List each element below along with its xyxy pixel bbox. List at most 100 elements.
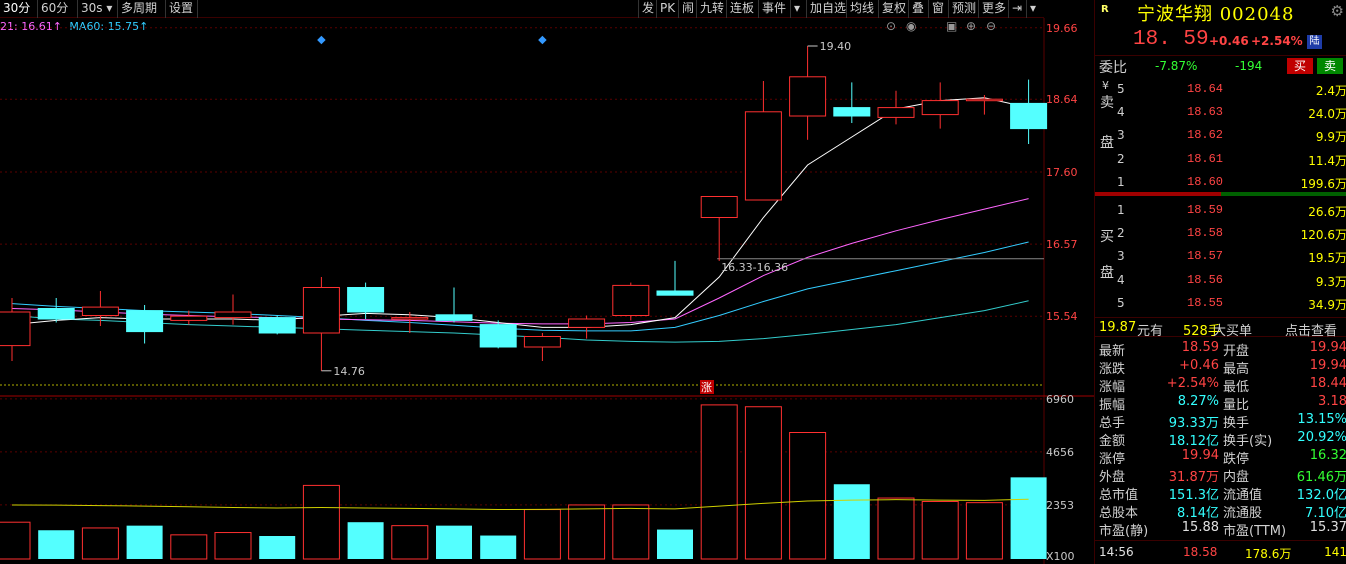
candle-body[interactable] <box>170 315 208 321</box>
candle-body[interactable] <box>523 336 561 348</box>
event-marker[interactable] <box>538 35 547 45</box>
ask-row[interactable]: 1 18.60 199.6万 <box>1117 170 1346 193</box>
volume-bar[interactable] <box>436 525 472 559</box>
big-order-row[interactable]: 19.87 元有 528手 大买单 点击查看 <box>1095 317 1346 339</box>
volume-bar[interactable] <box>81 527 119 560</box>
volume-bar[interactable] <box>833 484 870 559</box>
stats-row: 总股本 8.14亿 流通股 7.10亿 <box>1095 501 1346 521</box>
candle-body[interactable] <box>965 98 1003 102</box>
eye-icon[interactable]: ◉ <box>906 19 916 33</box>
toolbar-right-item[interactable]: 复权 <box>878 0 908 18</box>
toolbar-right-item[interactable]: 窗 <box>928 0 948 18</box>
volume-bar[interactable] <box>1010 477 1047 559</box>
candle-body[interactable] <box>391 317 429 320</box>
toolbar-right-item[interactable]: 加自选 <box>806 0 846 18</box>
candle-body[interactable] <box>744 111 782 201</box>
buy-button[interactable]: 买 <box>1287 58 1313 74</box>
zoom-in-icon[interactable]: ⊕ <box>966 19 976 33</box>
candle-body[interactable] <box>302 287 340 334</box>
limit-tag: 涨 <box>701 381 712 394</box>
candle-body[interactable] <box>347 287 385 313</box>
volume-bar[interactable] <box>657 529 693 559</box>
candle-body[interactable] <box>435 314 473 321</box>
event-marker[interactable] <box>317 35 326 45</box>
zoom-out-icon[interactable]: ⊖ <box>986 19 996 33</box>
candle-body[interactable] <box>877 107 915 118</box>
toolbar-right-item[interactable]: ⇥ <box>1008 0 1026 18</box>
toolbar-left-item[interactable]: 30分 <box>0 0 38 18</box>
toolbar-right-item[interactable]: 九转 <box>696 0 726 18</box>
candle-body[interactable] <box>921 100 959 116</box>
volume-bar[interactable] <box>877 497 915 560</box>
candle-body[interactable] <box>1010 102 1048 130</box>
toolbar-right-item[interactable]: 发 <box>638 0 656 18</box>
candle-body[interactable] <box>214 311 252 319</box>
volume-bar[interactable] <box>347 522 384 559</box>
candle-body[interactable] <box>612 284 650 316</box>
toolbar-left-item[interactable]: 设置 <box>166 0 198 18</box>
bid-row[interactable]: 5 18.55 34.9万 <box>1117 291 1346 314</box>
volume-bar[interactable] <box>523 509 561 560</box>
volume-bar[interactable] <box>480 535 517 559</box>
volume-bar[interactable] <box>965 502 1003 560</box>
ask-level: 5 <box>1117 82 1125 96</box>
bid-row[interactable]: 4 18.56 9.3万 <box>1117 268 1346 291</box>
target-icon[interactable]: ⊙ <box>886 19 896 33</box>
settings-icon[interactable]: ⚙ <box>1330 2 1344 20</box>
sell-button[interactable]: 卖 <box>1317 58 1343 74</box>
volume-bar[interactable] <box>126 525 163 559</box>
volume-bar[interactable] <box>612 504 650 560</box>
bid-row[interactable]: 1 18.59 26.6万 <box>1117 198 1346 221</box>
ask-row[interactable]: 2 18.61 11.4万 <box>1117 147 1346 170</box>
stats-row: 最新 18.59 开盘 19.94 <box>1095 339 1346 359</box>
toolbar-right-item[interactable]: 均线 <box>846 0 878 18</box>
big-order-link[interactable]: 点击查看 <box>1285 324 1338 339</box>
candle-body[interactable] <box>258 317 296 334</box>
toolbar-right-item[interactable]: 闹 <box>678 0 696 18</box>
volume-bar[interactable] <box>568 504 606 560</box>
volume-bar[interactable] <box>0 521 31 560</box>
volume-bar[interactable] <box>391 525 429 560</box>
toolbar-left-item[interactable]: 多周期 <box>118 0 166 18</box>
candle-body[interactable] <box>789 76 827 117</box>
ask-row[interactable]: 4 18.63 24.0万 <box>1117 100 1346 123</box>
bid-row[interactable]: 2 18.58 120.6万 <box>1117 221 1346 244</box>
volume-bar[interactable] <box>38 530 75 559</box>
candle-body[interactable] <box>81 306 119 317</box>
bid-row[interactable]: 3 18.57 19.5万 <box>1117 244 1346 267</box>
volume-bar[interactable] <box>921 501 959 560</box>
toolbar-right-item[interactable]: PK <box>656 0 678 18</box>
stat-label: 换手(实) <box>1223 434 1273 449</box>
lock-icon[interactable]: ▣ <box>946 19 957 33</box>
toolbar-left-item[interactable]: 60分 <box>38 0 78 18</box>
candle-body[interactable] <box>568 318 606 328</box>
candle-body[interactable] <box>479 324 517 348</box>
volume-bar[interactable] <box>789 432 827 560</box>
toolbar-right-item[interactable]: 连板 <box>726 0 758 18</box>
toolbar-right-item[interactable]: ▾ <box>790 0 806 18</box>
candle-body[interactable] <box>37 308 75 320</box>
candle-body[interactable] <box>833 107 871 117</box>
volume-bar[interactable] <box>214 532 252 560</box>
candle-body[interactable] <box>700 196 738 218</box>
volume-bar[interactable] <box>744 406 782 560</box>
volume-bar[interactable] <box>700 404 738 560</box>
toolbar-right-item[interactable]: 更多 <box>978 0 1008 18</box>
candle-body[interactable] <box>126 310 164 333</box>
volume-bar[interactable] <box>170 534 208 560</box>
toolbar-right-item[interactable]: 事件 <box>758 0 790 18</box>
stats-row: 涨幅 +2.54% 最低 18.44 <box>1095 375 1346 395</box>
candle-body[interactable] <box>0 311 31 347</box>
stats-row: 涨跌 +0.46 最高 19.94 <box>1095 357 1346 377</box>
volume-bar[interactable] <box>259 536 296 559</box>
kline-chart[interactable]: 19.66 18.64 17.60 16.57 15.54 6960 4656 2353 X10… <box>0 18 1094 564</box>
candle-body[interactable] <box>656 290 694 296</box>
ask-row[interactable]: 5 18.64 2.4万 <box>1117 77 1346 100</box>
stat-value: 8.14亿 <box>1177 506 1219 521</box>
toolbar-right-item[interactable]: 叠 <box>908 0 928 18</box>
toolbar-right-item[interactable]: ▾ <box>1026 0 1044 18</box>
toolbar-right-item[interactable]: 预测 <box>948 0 978 18</box>
ask-row[interactable]: 3 18.62 9.9万 <box>1117 123 1346 146</box>
toolbar-left-item[interactable]: 30s ▾ <box>78 0 118 18</box>
volume-bar[interactable] <box>302 484 340 560</box>
